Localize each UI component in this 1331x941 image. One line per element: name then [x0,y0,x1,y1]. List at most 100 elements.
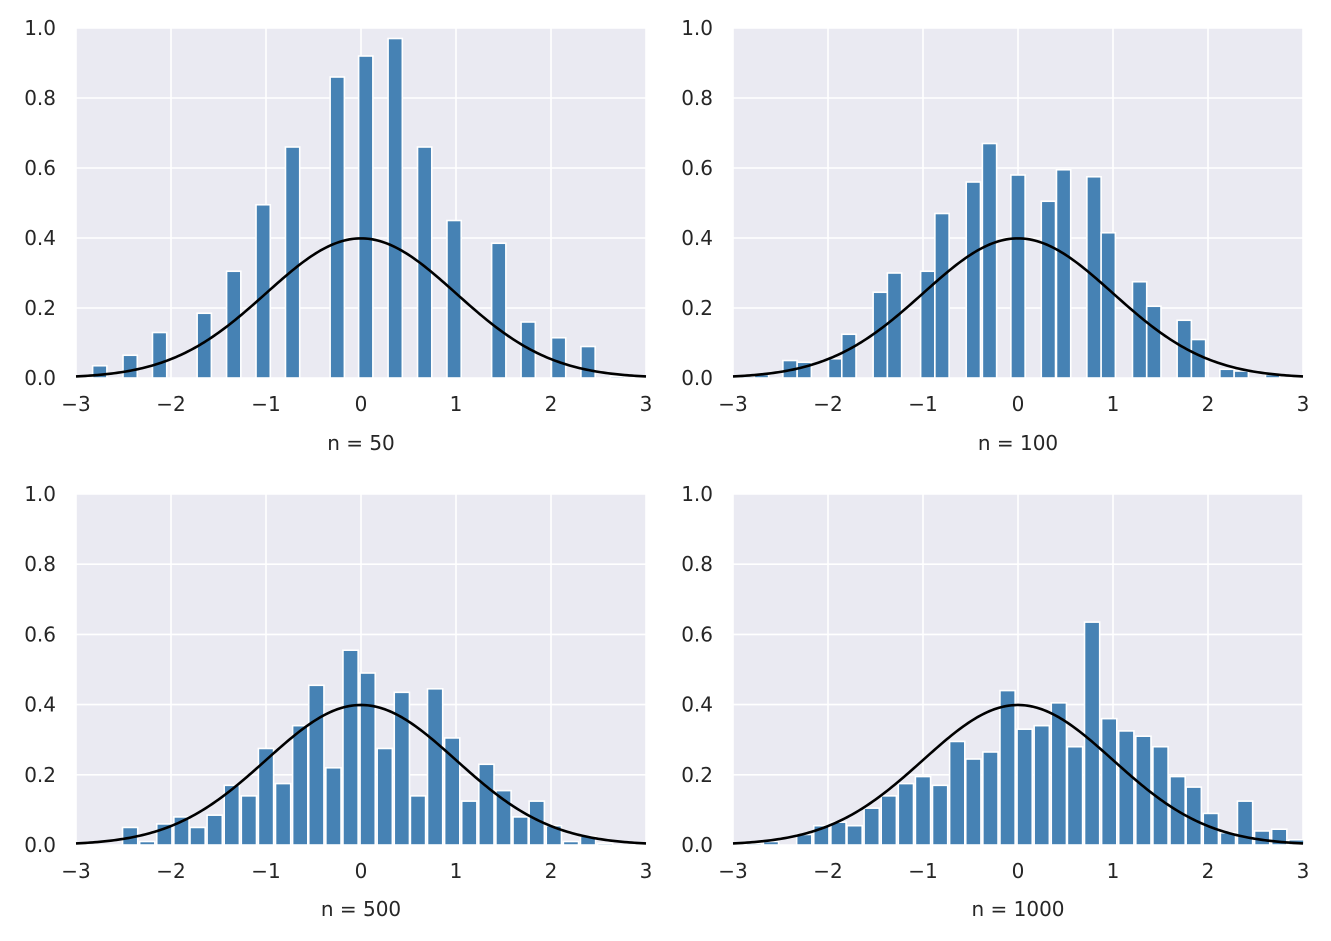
histogram-bar [1083,621,1101,846]
histogram-bar [223,784,241,846]
histogram-bar [931,784,949,846]
histogram-bar [914,775,932,846]
x-axis-label: n = 100 [978,431,1058,455]
x-tick-label: −1 [908,392,937,416]
x-tick-label: 0 [1012,392,1025,416]
histogram-bar [325,766,342,846]
y-tick-label: 0.4 [681,693,713,717]
y-tick-label: 0.8 [681,552,713,576]
histogram-bar [1100,717,1118,846]
histogram-bar [477,763,495,846]
x-tick-label: −3 [718,392,747,416]
histogram-bar [225,270,242,379]
histogram-bar [490,242,507,379]
x-tick-label: −2 [156,392,185,416]
histogram-bar [409,795,427,846]
normal-pdf-curve [732,703,1304,845]
y-tick-label: 0.0 [24,366,56,390]
y-tick-label: 0.4 [24,226,56,250]
y-tick-label: 1.0 [24,16,56,40]
histogram-bar [387,37,404,379]
x-tick-label: 3 [640,859,653,883]
histogram-bar [284,146,301,379]
y-tick-label: 0.8 [681,86,713,110]
x-tick-label: 2 [545,859,558,883]
x-tick-label: 3 [640,392,653,416]
subplots-group: −3 −2 −1 0 1 2 3 0.0 0.2 0.4 0.6 0.8 1.0 n = 50 −3 −2 −1… [24,16,1309,921]
histogram-bar [1145,305,1162,379]
histogram-bar [189,826,206,846]
histogram-bar [830,821,847,846]
histogram-bar [1236,800,1254,846]
histogram-bar [934,212,950,379]
histogram-bar [562,840,580,846]
y-tick-label: 0.2 [24,763,56,787]
x-tick-label: 3 [1297,859,1310,883]
histogram-bar [426,688,444,846]
histogram-bar [550,336,567,379]
x-tick-label: −2 [156,859,185,883]
x-tick-label: 3 [1297,392,1310,416]
histogram-bar [964,758,982,846]
histogram-bar [919,270,936,379]
histogram-bar [446,219,463,379]
histogram-bar [1050,702,1068,846]
histogram-bar [495,789,512,846]
histogram-bar [1055,168,1072,379]
histogram-bar [1066,745,1084,846]
y-tick-label: 1.0 [24,482,56,506]
y-tick-label: 0.8 [24,86,56,110]
x-axis-label: n = 1000 [971,897,1064,921]
histogram-bar [1010,174,1026,379]
histogram-bar [1033,724,1051,846]
histogram-bar [1131,280,1148,379]
y-tick-label: 0.0 [681,366,713,390]
bars [91,37,626,379]
histogram-bar [948,740,966,846]
histogram-bar [138,840,156,846]
histogram-bar [863,807,881,846]
histogram-bar [359,672,377,846]
x-tick-label: 2 [1202,859,1215,883]
y-tick-label: 0.2 [681,763,713,787]
y-tick-label: 0.4 [24,693,56,717]
histogram-bar [965,181,982,379]
y-tick-label: 0.6 [24,622,56,646]
y-tick-label: 0.6 [681,156,713,180]
histogram-bar [257,747,275,846]
y-tick-label: 0.6 [24,156,56,180]
x-tick-label: 2 [545,392,558,416]
histogram-bar [255,203,272,379]
histogram-bar [393,691,411,846]
histogram-bar [872,291,889,379]
histogram-bar [376,747,394,846]
histogram-bar [545,824,563,846]
histogram-bar [329,76,346,379]
histogram-bar [512,816,529,846]
x-tick-label: 1 [1107,859,1120,883]
bars [121,649,614,846]
subplot-3: −3 −2 −1 0 1 2 3 0.0 0.2 0.4 0.6 0.8 1.0 n = 500 [24,482,652,921]
y-tick-label: 0.2 [24,296,56,320]
y-tick-label: 0.0 [24,833,56,857]
histogram-bar [580,345,596,379]
histogram-bar [1190,338,1207,379]
x-axis-label: n = 500 [321,897,401,921]
histogram-bar [1117,730,1135,846]
histogram-bar [982,751,999,846]
histogram-bar [460,800,478,846]
x-tick-label: 2 [1202,392,1215,416]
histogram-bar [840,333,857,379]
histogram-bar [596,842,614,846]
histogram-bar [122,354,139,379]
histogram-bar [981,142,998,379]
x-tick-label: 1 [450,392,463,416]
y-tick-label: 0.6 [681,622,713,646]
x-tick-label: −1 [251,392,280,416]
y-tick-label: 0.0 [681,833,713,857]
x-tick-label: 0 [355,859,368,883]
x-tick-label: 1 [450,859,463,883]
histogram-bar [880,795,898,846]
y-tick-label: 1.0 [681,16,713,40]
